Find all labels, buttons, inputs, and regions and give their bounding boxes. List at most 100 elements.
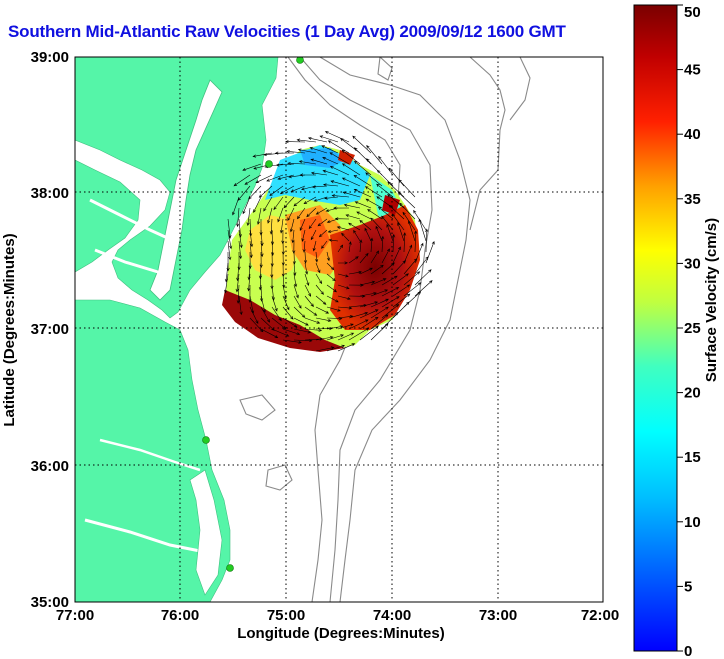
velocity-arrow [392, 284, 411, 297]
velocity-arrow [303, 251, 307, 264]
velocity-arrow [326, 306, 341, 312]
velocity-arrow [317, 218, 328, 227]
velocity-arrow [282, 339, 302, 344]
velocity-arrow [260, 295, 266, 313]
velocity-arrow [378, 155, 394, 176]
velocity-arrow [296, 207, 306, 220]
x-tick-label: 73:00 [479, 607, 517, 624]
velocity-arrow [304, 317, 321, 324]
velocity-arrow [334, 217, 350, 221]
x-axis-label: Longitude (Degrees:Minutes) [237, 625, 445, 642]
velocity-arrow [293, 196, 306, 207]
velocity-arrow [359, 239, 363, 253]
velocity-arrow [359, 316, 379, 330]
velocity-arrow [249, 306, 259, 325]
velocity-arrow [324, 131, 350, 143]
velocity-arrow [303, 196, 317, 204]
velocity-arrow [249, 240, 253, 259]
colorbar [633, 4, 678, 652]
velocity-arrow [341, 177, 361, 187]
velocity-arrow [297, 148, 317, 154]
grid-lines [75, 57, 603, 602]
velocity-arrow [326, 295, 339, 303]
velocity-arrow [370, 278, 387, 286]
velocity-arrow [359, 301, 379, 308]
velocity-arrow [260, 306, 270, 323]
velocity-arrow [292, 251, 296, 265]
velocity-arrow [304, 273, 310, 286]
velocity-arrow [315, 273, 323, 285]
velocity-arrow [326, 251, 330, 262]
velocity-arrow [311, 185, 328, 189]
velocity-arrow [392, 301, 410, 319]
velocity-arrow [364, 186, 383, 198]
velocity-arrow [381, 296, 400, 308]
velocity-arrow [376, 169, 394, 187]
velocity-arrow [249, 229, 254, 248]
velocity-arrow [306, 207, 317, 218]
velocity-arrow [271, 317, 287, 330]
velocity-arrow [359, 219, 372, 231]
velocity-arrow [282, 284, 287, 300]
velocity-arrow [375, 225, 383, 242]
velocity-arrow [414, 230, 418, 253]
velocity-arrow [337, 332, 355, 341]
x-tick-label: 77:00 [56, 607, 94, 624]
velocity-arrow [326, 273, 336, 282]
velocity-arrow [293, 306, 306, 318]
velocity-arrow [299, 173, 316, 177]
velocity-arrow [337, 295, 351, 300]
velocity-arrow [330, 180, 350, 187]
velocity-arrow [337, 343, 356, 352]
y-tick-label: 36:00 [31, 458, 69, 475]
velocity-arrow [365, 172, 383, 187]
x-tick-label: 75:00 [267, 607, 305, 624]
velocity-arrow [322, 169, 339, 176]
velocity-arrow [310, 229, 317, 241]
velocity-arrow [321, 240, 328, 249]
velocity-arrow [370, 237, 374, 253]
velocity-arrow [271, 306, 282, 322]
y-tick-label: 35:00 [31, 594, 69, 611]
velocity-arrow [388, 167, 405, 187]
velocity-arrow [403, 271, 421, 286]
velocity-arrow [377, 206, 394, 220]
velocity-arrow [302, 240, 306, 253]
velocity-arrow [387, 181, 405, 198]
velocity-arrow [359, 252, 369, 264]
velocity-arrow [414, 280, 433, 297]
y-tick-label: 38:00 [31, 185, 69, 202]
velocity-arrow [337, 261, 349, 265]
velocity-arrow [359, 309, 379, 319]
y-tick-label: 39:00 [31, 49, 69, 66]
velocity-arrow [287, 161, 306, 165]
velocity-arrow [304, 328, 323, 332]
velocity-arrow [293, 284, 299, 299]
station-marker [226, 564, 234, 572]
bay [149, 79, 223, 301]
velocity-arrow [293, 262, 297, 277]
velocity-arrow [277, 207, 284, 223]
velocity-arrow [381, 248, 390, 264]
velocity-arrow [353, 147, 372, 165]
velocity-arrow [315, 251, 319, 263]
velocity-arrow [252, 152, 273, 158]
velocity-arrow [370, 250, 379, 264]
velocity-arrow [348, 222, 361, 231]
velocity-arrow [288, 174, 306, 179]
velocity-arrow [348, 319, 369, 330]
velocity-arrow [237, 251, 241, 271]
velocity-arrow [304, 284, 312, 297]
station-marker [265, 160, 273, 168]
velocity-arrow [310, 171, 328, 176]
velocity-arrow [403, 258, 418, 275]
velocity-arrow [315, 335, 334, 341]
velocity-arrow [397, 191, 416, 209]
y-tick-labels: 39:00 38:00 37:00 36:00 35:00 [31, 49, 69, 611]
velocity-arrow [381, 311, 399, 330]
velocity-arrow [299, 218, 306, 231]
velocity-arrow [329, 166, 350, 176]
velocity-arrow [392, 260, 406, 275]
velocity-arrow [285, 140, 306, 144]
